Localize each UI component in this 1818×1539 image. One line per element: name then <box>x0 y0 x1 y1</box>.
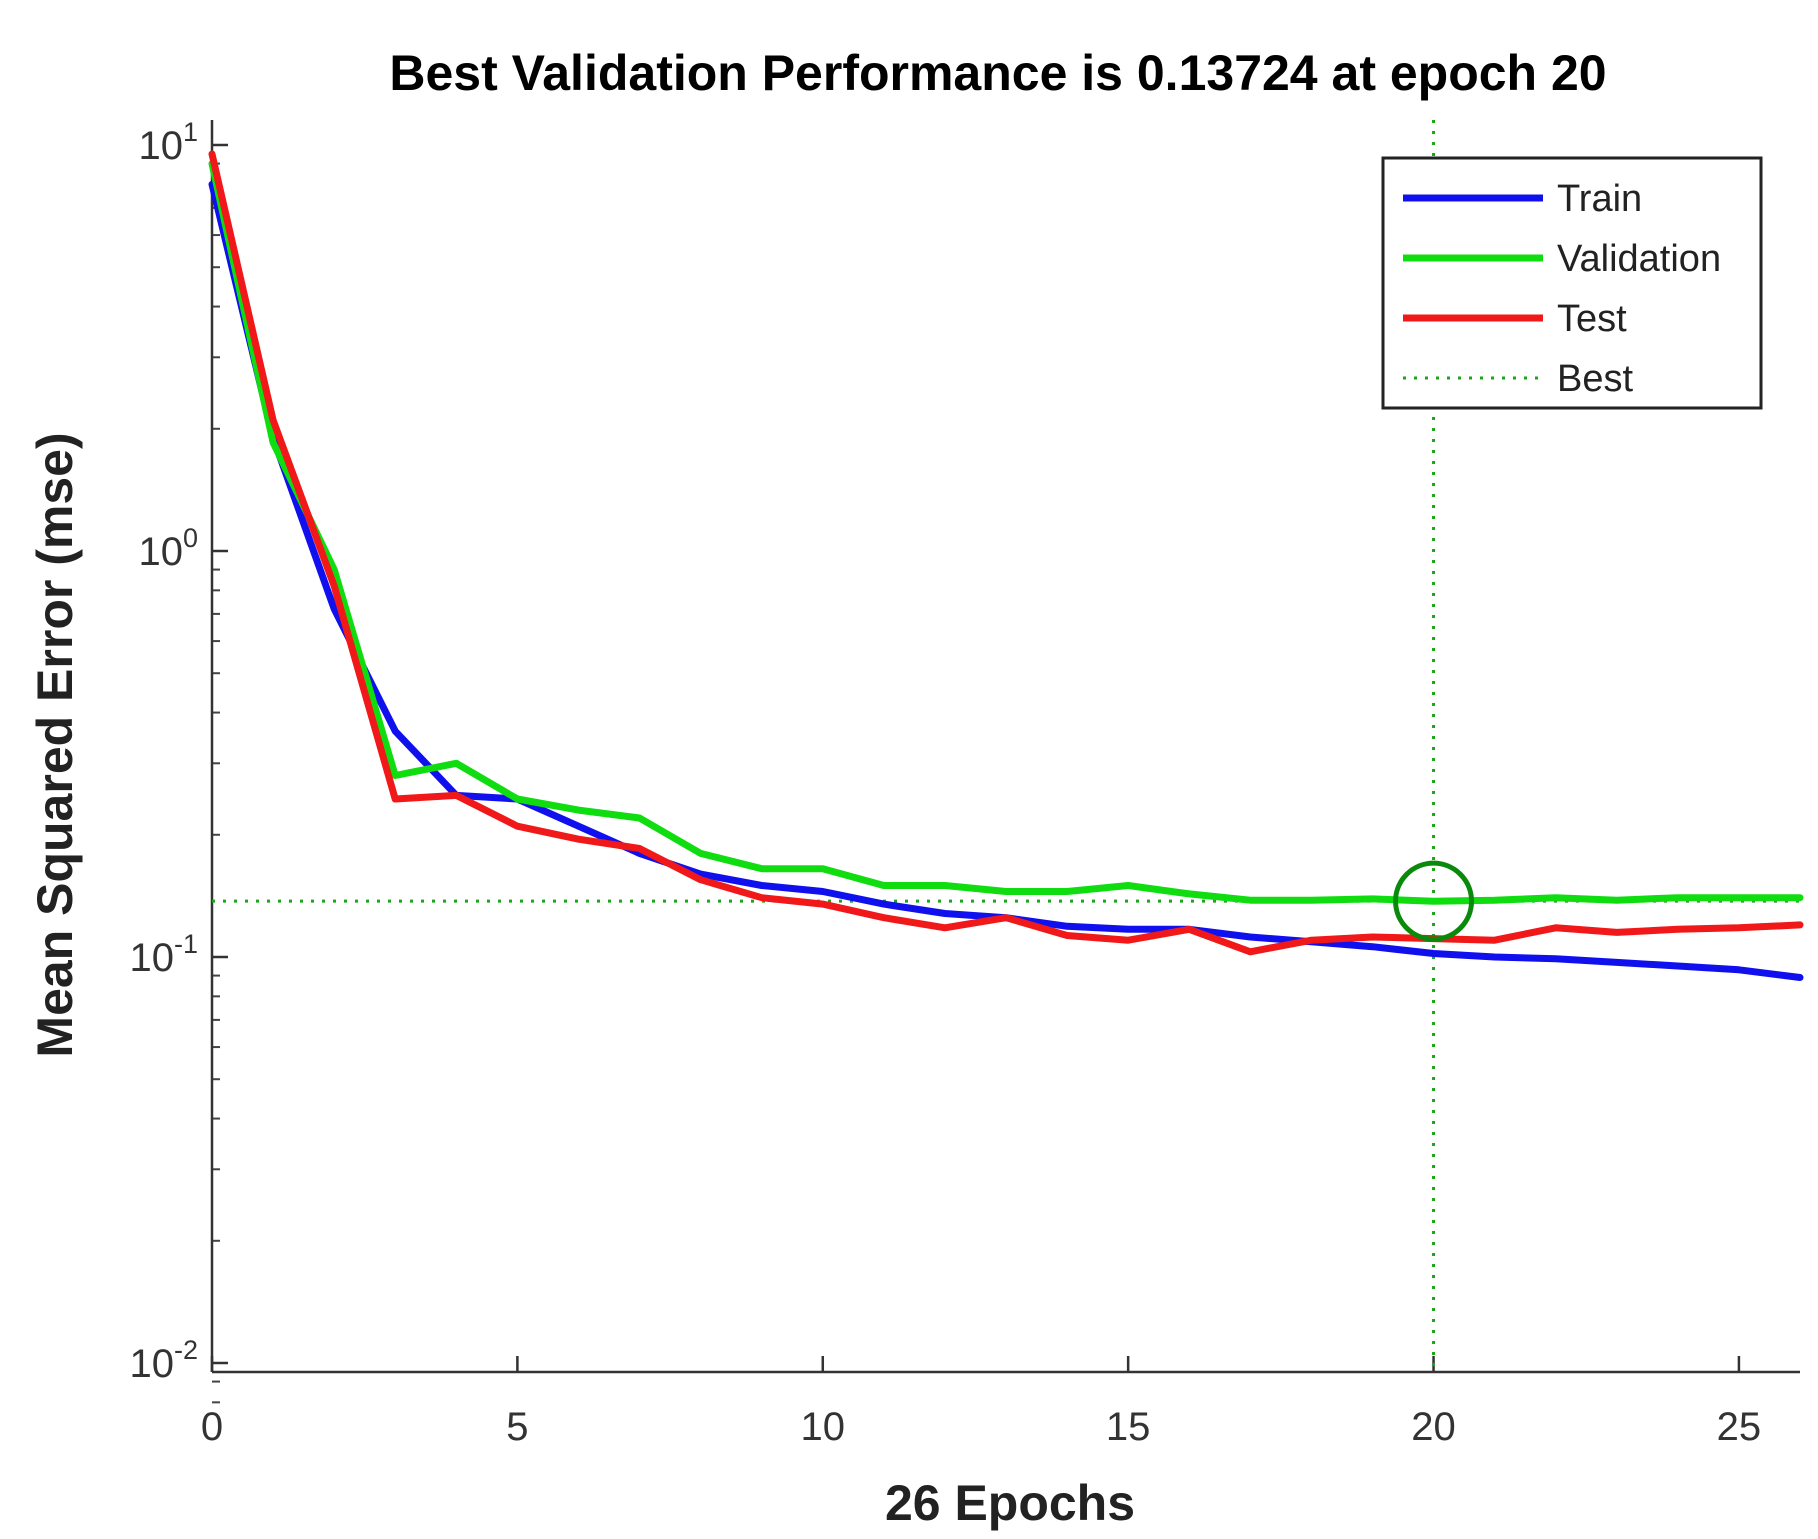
y-axis-label: Mean Squared Error (mse) <box>27 432 83 1057</box>
series-test-line <box>208 150 1804 956</box>
legend-label-validation: Validation <box>1557 238 1721 280</box>
legend: Train Validation Test Best <box>1381 156 1763 410</box>
y-tick-label: 10-1 <box>129 929 198 980</box>
y-tick-label: 100 <box>138 523 198 574</box>
series-validation-line <box>208 160 1804 905</box>
x-tick-label: 0 <box>201 1405 223 1449</box>
y-tick-label: 101 <box>138 117 198 168</box>
legend-label-best: Best <box>1557 358 1633 400</box>
best-marker <box>1393 860 1475 942</box>
x-tick-label: 10 <box>801 1405 846 1449</box>
y-tick-label: 10-2 <box>129 1335 198 1386</box>
x-axis-label: 26 Epochs <box>885 1475 1135 1531</box>
legend-label-train: Train <box>1557 178 1642 220</box>
x-tick-label: 20 <box>1411 1405 1456 1449</box>
x-tick-label: 15 <box>1106 1405 1151 1449</box>
legend-label-test: Test <box>1557 298 1627 340</box>
x-tick-label: 25 <box>1717 1405 1762 1449</box>
chart-title: Best Validation Performance is 0.13724 a… <box>389 45 1606 101</box>
x-tick-label: 5 <box>506 1405 528 1449</box>
